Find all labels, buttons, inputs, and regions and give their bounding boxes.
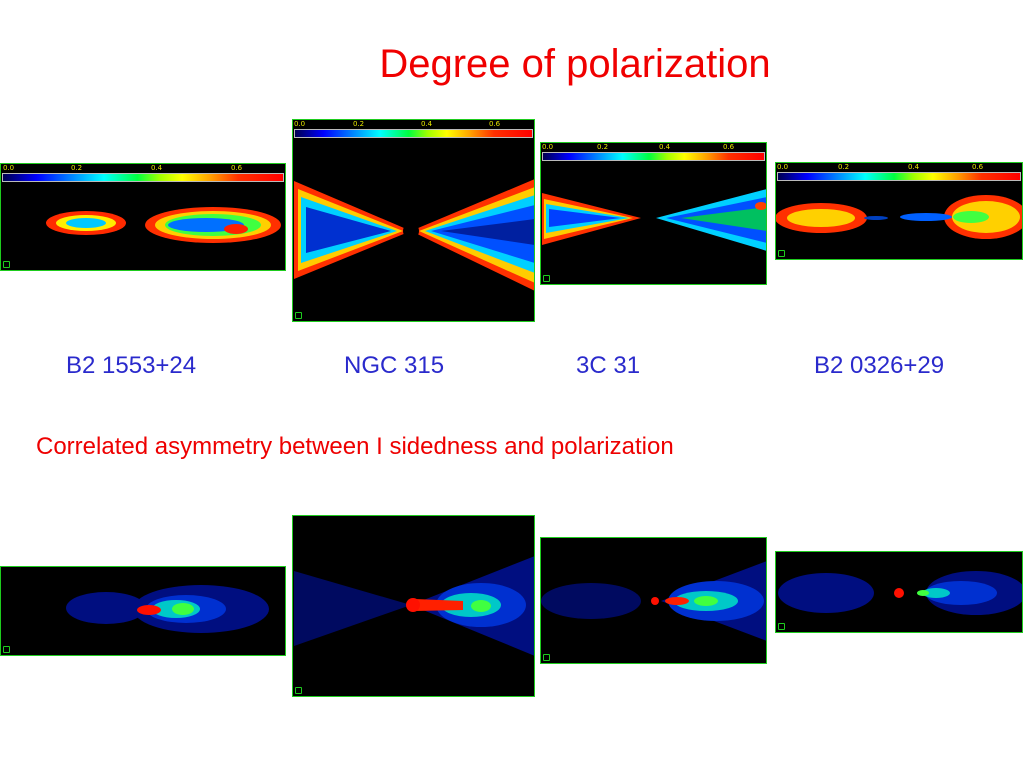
corner-marker — [778, 250, 785, 257]
tick-label: 0.6 — [489, 120, 501, 128]
source-label-b2-1553: B2 1553+24 — [66, 352, 197, 379]
colorbar — [542, 152, 765, 161]
jet-intensity-image — [66, 585, 269, 633]
source-label-ngc-315: NGC 315 — [344, 352, 445, 379]
tick-label: 0.4 — [151, 164, 163, 172]
tick-label: 0.6 — [972, 163, 984, 171]
jet-polarization-image — [542, 189, 766, 251]
corner-marker — [778, 623, 785, 630]
slide-caption: Correlated asymmetry between I sidedness… — [36, 433, 674, 460]
corner-marker — [295, 687, 302, 694]
corner-marker — [543, 275, 550, 282]
colorbar — [2, 173, 284, 182]
colorbar-ticks: 0.0 0.2 0.4 0.6 — [293, 120, 534, 129]
tick-label: 0.6 — [231, 164, 243, 172]
tick-label: 0.0 — [777, 163, 789, 171]
source-label-b2-0326: B2 0326+29 — [814, 352, 945, 379]
tick-label: 0.4 — [659, 143, 671, 151]
colorbar — [294, 129, 533, 138]
jet-intensity-image — [778, 571, 1022, 615]
intensity-map-ngc-315 — [292, 515, 535, 697]
tick-label: 0.0 — [542, 143, 554, 151]
tick-label: 0.4 — [908, 163, 920, 171]
corner-marker — [3, 261, 10, 268]
colorbar-ticks: 0.0 0.2 0.4 0.6 — [776, 163, 1022, 172]
corner-marker — [543, 654, 550, 661]
slide-title: Degree of polarization — [379, 42, 771, 86]
tick-label: 0.0 — [294, 120, 306, 128]
polarization-map-b2-0326: 0.0 0.2 0.4 0.6 — [775, 162, 1023, 260]
source-label-3c-31: 3C 31 — [576, 352, 641, 379]
tick-label: 0.0 — [3, 164, 15, 172]
intensity-map-b2-1553 — [0, 566, 286, 656]
tick-label: 0.2 — [71, 164, 83, 172]
tick-label: 0.2 — [353, 120, 365, 128]
tick-label: 0.2 — [597, 143, 609, 151]
jet-polarization-image — [776, 195, 1022, 239]
jet-polarization-image — [46, 207, 281, 243]
corner-marker — [295, 312, 302, 319]
tick-label: 0.2 — [838, 163, 850, 171]
jet-intensity-image — [541, 561, 766, 641]
corner-marker — [3, 646, 10, 653]
polarization-map-ngc-315: 0.0 0.2 0.4 0.6 — [292, 119, 535, 322]
jet-polarization-image — [294, 179, 534, 291]
polarization-map-b2-1553: 0.0 0.2 0.4 0.6 — [0, 163, 286, 271]
colorbar-ticks: 0.0 0.2 0.4 0.6 — [541, 143, 766, 152]
colorbar-ticks: 0.0 0.2 0.4 0.6 — [1, 164, 285, 173]
jet-intensity-image — [294, 556, 534, 656]
tick-label: 0.6 — [723, 143, 735, 151]
intensity-map-3c-31 — [540, 537, 767, 664]
intensity-map-b2-0326 — [775, 551, 1023, 633]
colorbar — [777, 172, 1021, 181]
tick-label: 0.4 — [421, 120, 433, 128]
polarization-map-3c-31: 0.0 0.2 0.4 0.6 — [540, 142, 767, 285]
